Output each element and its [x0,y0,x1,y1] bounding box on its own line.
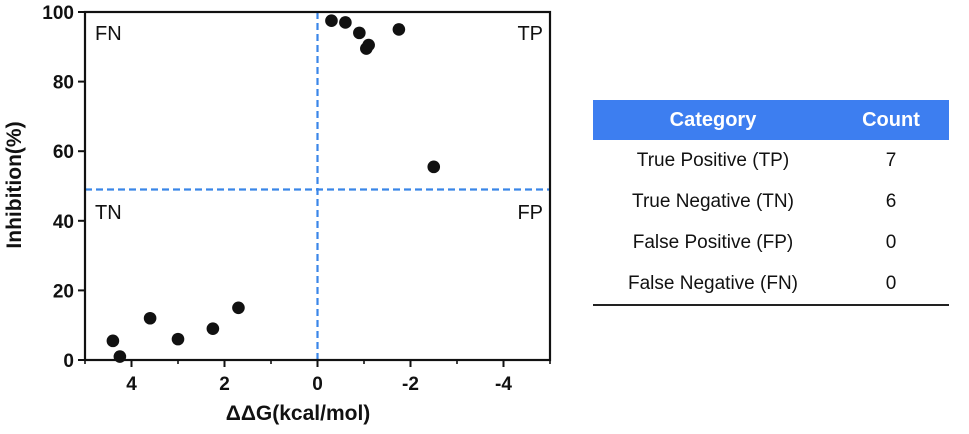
table-row: True Positive (TP) 7 [593,140,949,181]
cell-category: True Positive (TP) [636,149,790,171]
cell-count: 6 [885,190,897,212]
quadrant-label-tp: TP [517,23,543,45]
quadrant-label-fp: FP [517,202,543,224]
table-row: False Negative (FN) 0 [593,263,949,306]
cell-category: False Positive (FP) [632,231,794,253]
data-point [325,14,338,27]
data-point [232,301,245,315]
x-axis-title: ΔΔG(kcal/mol) [226,402,371,425]
table-header-row: Category Count [593,100,949,140]
table-row: True Negative (TN) 6 [593,181,949,222]
x-tick-label: -2 [402,374,419,395]
data-point [113,350,127,363]
y-tick-label: 80 [53,73,74,94]
data-points [106,14,441,363]
cell-count: 0 [885,231,897,253]
data-point [353,26,366,40]
y-tick-label: 100 [42,3,74,24]
data-point [427,160,441,174]
data-point [106,334,120,348]
y-tick-label: 60 [53,142,74,163]
cell-count: 0 [833,263,949,306]
x-tick-label: -4 [495,374,512,395]
reference-lines [85,12,550,360]
quadrant-label-fn: FN [95,23,122,45]
cell-count: 7 [885,149,897,171]
cell-category: False Negative (FN) [593,263,833,306]
data-point [362,38,375,52]
y-tick-label: 40 [53,212,74,233]
data-point [171,332,185,346]
x-tick-label: 2 [219,374,230,395]
cell-category: True Negative (TN) [632,190,794,212]
x-tick-label: 4 [126,374,137,395]
data-point [392,23,406,36]
header-category: Category [593,100,833,140]
x-tick-label: 0 [312,374,323,395]
data-point [339,16,352,29]
y-tick-label: 20 [53,281,74,302]
plot-frame [83,10,552,362]
data-point [143,311,157,325]
y-tick-label: 0 [63,351,74,372]
table-row: False Positive (FP) 0 [593,222,949,263]
plot-axes [83,10,552,362]
quadrant-label-tn: TN [95,202,122,224]
category-count-table: Category Count True Positive (TP) 7 True… [593,100,949,306]
data-point [206,322,220,335]
y-axis-title: Inhibition(%) [3,121,26,248]
header-count: Count [833,100,949,140]
